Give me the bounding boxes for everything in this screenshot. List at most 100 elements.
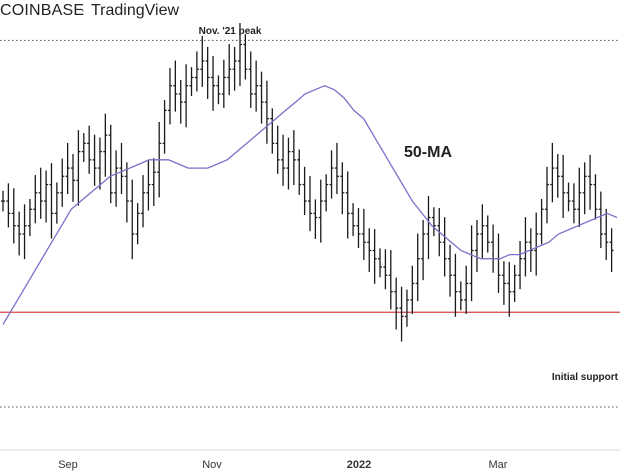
ohlc-bar bbox=[227, 44, 232, 96]
ohlc-bar bbox=[173, 60, 178, 112]
ohlc-bar bbox=[372, 229, 377, 284]
x-tick-label: Mar bbox=[489, 459, 508, 471]
ohlc-bar bbox=[324, 174, 329, 212]
ohlc-bar bbox=[237, 23, 242, 87]
ohlc-bar bbox=[399, 286, 404, 342]
ohlc-bar bbox=[200, 35, 205, 87]
ohlc-bar bbox=[534, 212, 539, 276]
ohlc-bar bbox=[87, 125, 92, 174]
ohlc-bar bbox=[571, 183, 576, 224]
ohlc-bar bbox=[431, 207, 436, 237]
ohlc-bar bbox=[205, 46, 210, 99]
ohlc-bar bbox=[1, 190, 5, 212]
ohlc-bar bbox=[448, 244, 453, 297]
ohlc-bar bbox=[114, 150, 119, 207]
ohlc-bar bbox=[108, 124, 113, 204]
ohlc-bar bbox=[11, 188, 16, 244]
ohlc-bar bbox=[464, 265, 469, 314]
ohlc-bar bbox=[124, 162, 129, 223]
tradingview-logo-text: TradingView bbox=[91, 2, 180, 19]
ohlc-bar bbox=[38, 167, 43, 219]
ohlc-bar bbox=[329, 150, 334, 199]
ohlc-bar bbox=[264, 80, 269, 144]
ohlc-bar bbox=[281, 134, 286, 186]
ohlc-bar bbox=[275, 125, 280, 174]
x-tick-label: 2022 bbox=[347, 459, 371, 471]
ohlc-bar bbox=[469, 225, 474, 302]
peak-annotation: Nov. '21 peak bbox=[199, 26, 262, 37]
ohlc-bar bbox=[404, 289, 409, 327]
ohlc-bar bbox=[49, 163, 54, 239]
ohlc-bar bbox=[550, 142, 555, 203]
ohlc-bar bbox=[496, 233, 501, 293]
ohlc-bar bbox=[378, 248, 383, 278]
ohlc-bar bbox=[97, 137, 102, 190]
ohlc-bar bbox=[491, 224, 496, 273]
ohlc-bar bbox=[232, 46, 237, 91]
ohlc-bar bbox=[394, 277, 399, 330]
ohlc-bar bbox=[474, 219, 479, 272]
ohlc-bar bbox=[33, 175, 38, 224]
ohlc-bar bbox=[254, 60, 259, 112]
ohlc-bar bbox=[367, 228, 372, 272]
ohlc-bar bbox=[167, 67, 172, 125]
ohlc-bar bbox=[65, 142, 70, 195]
ohlc-bar bbox=[512, 264, 517, 302]
ohlc-bar bbox=[566, 182, 571, 212]
ohlc-bar bbox=[6, 183, 11, 228]
ohlc-bar bbox=[184, 64, 189, 128]
ohlc-bar bbox=[340, 162, 345, 215]
ohlc-bar bbox=[561, 154, 566, 218]
ohlc-bar bbox=[286, 137, 291, 190]
ohlc-bar bbox=[60, 158, 65, 207]
ohlc-bar bbox=[141, 175, 146, 228]
ohlc-bar bbox=[609, 228, 614, 272]
ohlc-bar bbox=[356, 208, 361, 249]
ohlc-bar bbox=[604, 208, 609, 260]
ohlc-bar bbox=[243, 34, 248, 80]
ohlc-bar bbox=[598, 191, 603, 249]
ohlc-bar bbox=[388, 250, 393, 310]
ohlc-bar bbox=[92, 134, 97, 186]
ohlc-bar bbox=[453, 253, 458, 317]
ohlc-bar bbox=[544, 166, 549, 224]
ohlc-bar bbox=[302, 166, 307, 216]
ohlc-bar bbox=[151, 158, 156, 206]
ohlc-bar bbox=[308, 175, 312, 232]
ohlc-bar bbox=[480, 204, 485, 260]
chart-source-label: COINBASE bbox=[0, 2, 85, 19]
x-tick-label: Sep bbox=[58, 459, 78, 471]
ohlc-bar bbox=[291, 130, 296, 185]
ohlc-bar bbox=[361, 208, 366, 260]
ohlc-bar bbox=[415, 233, 420, 302]
ohlc-bar bbox=[555, 154, 560, 198]
ohlc-bar bbox=[81, 133, 86, 162]
ohlc-bar bbox=[297, 149, 302, 195]
ma-50-line bbox=[2, 84, 618, 325]
ohlc-bar bbox=[588, 154, 593, 210]
ohlc-bar bbox=[27, 198, 32, 237]
ohlc-bar bbox=[442, 217, 447, 277]
ohlc-bar bbox=[194, 51, 199, 92]
ohlc-bar bbox=[507, 262, 512, 317]
ohlc-bar bbox=[501, 261, 506, 305]
ohlc-bar bbox=[146, 159, 151, 211]
ohlc-bar bbox=[119, 142, 124, 195]
ohlc-bar bbox=[458, 281, 463, 311]
ohlc-bar bbox=[22, 204, 27, 260]
ohlc-bar bbox=[539, 198, 544, 245]
ohlc-bar bbox=[318, 179, 323, 243]
ohlc-bar bbox=[259, 71, 264, 124]
ohlc-bar bbox=[216, 75, 221, 105]
ohlc-bar bbox=[17, 211, 22, 256]
ohlc-bar bbox=[351, 203, 356, 237]
ohlc-bar bbox=[523, 217, 528, 277]
ohlc-bar bbox=[130, 179, 135, 260]
ohlc-bar bbox=[270, 108, 275, 154]
ohlc-bar bbox=[135, 203, 140, 245]
ohlc-bar bbox=[345, 171, 350, 239]
ohlc-bar bbox=[54, 182, 59, 224]
ohlc-bar bbox=[426, 196, 431, 260]
ohlc-bar bbox=[485, 215, 490, 253]
